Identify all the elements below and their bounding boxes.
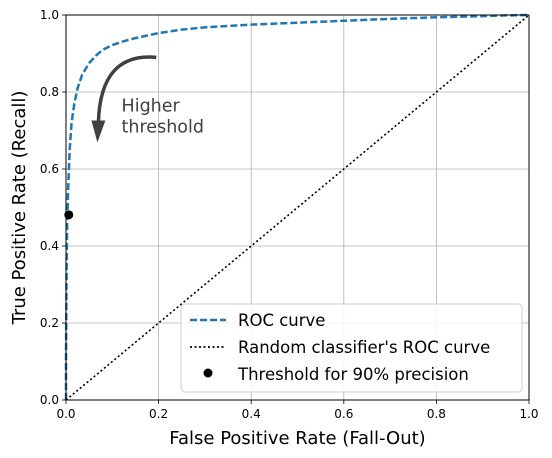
- plot-frame: [65, 14, 530, 401]
- y-tick-label: 1.0: [40, 8, 59, 22]
- legend-label-random-classifier: Random classifier's ROC curve: [238, 338, 490, 357]
- legend: ROC curve Random classifier's ROC curve …: [180, 303, 523, 393]
- y-tick-label: 0.2: [40, 316, 59, 330]
- x-tick-label: 1.0: [519, 407, 538, 421]
- x-tick-label: 0.4: [242, 407, 261, 421]
- annotation-text: Higher: [122, 96, 181, 116]
- x-tick-label: 0.6: [334, 407, 353, 421]
- y-axis-label: True Positive Rate (Recall): [9, 91, 30, 326]
- annotation-arrowhead: [91, 120, 106, 143]
- annotation-text: threshold: [122, 117, 204, 137]
- y-tick-label: 0.4: [40, 239, 59, 253]
- x-axis-label: False Positive Rate (Fall-Out): [169, 428, 425, 449]
- legend-label-threshold: Threshold for 90% precision: [237, 365, 469, 384]
- y-tick-label: 0.6: [40, 162, 59, 176]
- series-line-roc-curve: [64, 13, 530, 400]
- legend-label-roc-curve: ROC curve: [238, 311, 325, 330]
- annotation-arrow: [96, 55, 157, 123]
- y-tick-label: 0.0: [40, 393, 59, 407]
- tick-labels: 0.0 0.2 0.4 0.6 0.8 1.0 0.0 0.2 0.4 0.6 0.8 1.0: [40, 8, 539, 421]
- legend-box: [180, 303, 523, 393]
- threshold-marker-point: [64, 210, 74, 220]
- x-tick-label: 0.0: [56, 407, 75, 421]
- series-line-random-classifier-s-roc-curve: [65, 14, 530, 401]
- x-tick-label: 0.8: [427, 407, 446, 421]
- plot-series: [64, 13, 530, 401]
- y-tick-label: 0.8: [40, 85, 59, 99]
- x-tick-label: 0.2: [149, 407, 168, 421]
- legend-swatch-threshold-marker: [203, 368, 213, 378]
